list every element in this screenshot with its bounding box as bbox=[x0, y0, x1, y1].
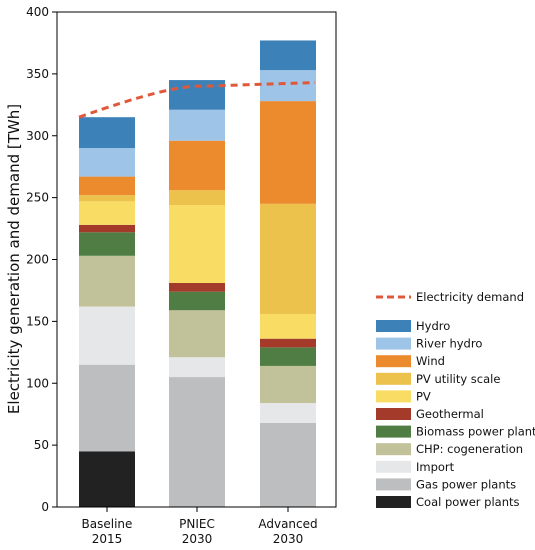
bar-advanced-river-hydro bbox=[260, 70, 316, 102]
bar-advanced-import bbox=[260, 403, 316, 423]
bar-pniec-hydro bbox=[169, 80, 225, 110]
bar-baseline-pv bbox=[79, 201, 135, 225]
legend-label-hydro: Hydro bbox=[416, 319, 450, 333]
bar-advanced-biomass-power-plants bbox=[260, 347, 316, 366]
bar-baseline-coal-power-plants bbox=[79, 451, 135, 507]
bar-pniec-gas-power-plants bbox=[169, 377, 225, 507]
legend-label-biomass-power-plants: Biomass power plants bbox=[416, 425, 535, 439]
legend-label-pv-utility-scale: PV utility scale bbox=[416, 372, 500, 386]
x-tick-label-pniec: PNIEC bbox=[179, 517, 215, 531]
demand-line-layer bbox=[78, 81, 316, 119]
y-tick-label: 200 bbox=[26, 253, 49, 267]
bar-baseline-hydro bbox=[79, 117, 135, 149]
bar-advanced-gas-power-plants bbox=[260, 422, 316, 507]
bar-baseline-biomass-power-plants bbox=[79, 232, 135, 256]
bar-pniec-biomass-power-plants bbox=[169, 291, 225, 311]
legend-swatch-hydro bbox=[376, 320, 411, 332]
x-tick-label-2030: 2030 bbox=[273, 532, 304, 546]
y-tick-label: 300 bbox=[26, 129, 49, 143]
legend-label-chp-cogeneration: CHP: cogeneration bbox=[416, 442, 523, 456]
legend: Electricity demand Hydro River hydro Wind PV… bbox=[376, 290, 535, 509]
y-tick-label: 100 bbox=[26, 376, 49, 390]
bar-pniec-river-hydro bbox=[169, 109, 225, 141]
bar-advanced-hydro bbox=[260, 40, 316, 71]
y-tick-label: 400 bbox=[26, 5, 49, 19]
bar-pniec-chp-cogeneration bbox=[169, 310, 225, 358]
bar-advanced-geothermal bbox=[260, 338, 316, 348]
y-tick-label: 250 bbox=[26, 191, 49, 205]
bar-pniec-wind bbox=[169, 140, 225, 191]
bar-baseline-gas-power-plants bbox=[79, 364, 135, 452]
y-axis: 0 50 100 150 200 250 300 350 400 bbox=[26, 5, 57, 514]
y-tick-label: 350 bbox=[26, 67, 49, 81]
legend-label-pv: PV bbox=[416, 389, 431, 403]
legend-label-electricity-demand: Electricity demand bbox=[416, 290, 524, 304]
legend-swatch-coal-power-plants bbox=[376, 496, 411, 508]
bars-layer bbox=[79, 40, 316, 507]
y-tick-label: 50 bbox=[34, 438, 49, 452]
legend-swatch-chp-cogeneration bbox=[376, 443, 411, 456]
legend-label-import: Import bbox=[416, 460, 455, 474]
legend-swatch-geothermal bbox=[376, 408, 411, 420]
legend-label-gas-power-plants: Gas power plants bbox=[416, 477, 516, 491]
legend-label-geothermal: Geothermal bbox=[416, 407, 484, 421]
bar-baseline-geothermal bbox=[79, 224, 135, 233]
legend-label-river-hydro: River hydro bbox=[416, 337, 482, 351]
bar-pniec-geothermal bbox=[169, 283, 225, 292]
bar-advanced-pv-utility-scale bbox=[260, 203, 316, 314]
bar-advanced-wind bbox=[260, 101, 316, 204]
bar-advanced-pv bbox=[260, 313, 316, 339]
x-tick-label-2015: 2015 bbox=[92, 532, 123, 546]
bar-baseline-chp-cogeneration bbox=[79, 255, 135, 307]
bar-baseline-wind bbox=[79, 176, 135, 196]
bar-baseline-pv-utility-scale bbox=[79, 195, 135, 202]
x-tick-label-baseline: Baseline bbox=[82, 517, 133, 531]
bar-pniec-import bbox=[169, 357, 225, 378]
legend-swatch-river-hydro bbox=[376, 337, 411, 350]
x-tick-label-2030: 2030 bbox=[182, 532, 213, 546]
legend-swatch-wind bbox=[376, 355, 411, 368]
legend-swatch-biomass-power-plants bbox=[376, 425, 411, 438]
legend-label-coal-power-plants: Coal power plants bbox=[416, 495, 520, 509]
legend-label-wind: Wind bbox=[416, 354, 445, 368]
bar-pniec-pv bbox=[169, 205, 225, 284]
legend-swatch-pv bbox=[376, 390, 411, 403]
legend-swatch-pv-utility-scale bbox=[376, 372, 411, 385]
bar-pniec-pv-utility-scale bbox=[169, 190, 225, 206]
y-tick-label: 0 bbox=[41, 500, 49, 514]
electricity-demand-line bbox=[78, 81, 316, 119]
x-tick-label-advanced: Advanced bbox=[258, 517, 317, 531]
y-axis-label: Electricity generation and demand [TWh] bbox=[5, 104, 23, 414]
bar-advanced-chp-cogeneration bbox=[260, 365, 316, 404]
legend-swatch-import bbox=[376, 460, 411, 473]
legend-swatch-gas-power-plants bbox=[376, 478, 411, 491]
y-tick-label: 150 bbox=[26, 314, 49, 328]
bar-baseline-import bbox=[79, 306, 135, 365]
bar-baseline-river-hydro bbox=[79, 148, 135, 177]
